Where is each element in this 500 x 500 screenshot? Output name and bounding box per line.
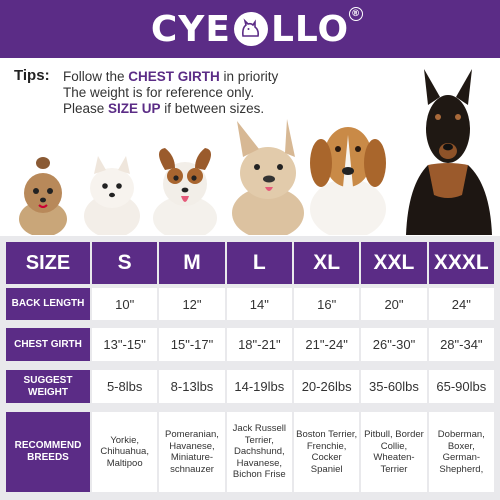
dog-lineup-image: [0, 60, 500, 235]
dog-cat-logo-icon: [233, 12, 268, 46]
size-s: S: [92, 242, 158, 284]
table-cell: Jack Russell Terrier, Dachshund, Havanes…: [226, 412, 292, 492]
table-cell: 20": [361, 288, 427, 320]
yorkie-dog-icon: [19, 157, 67, 235]
tips-label: Tips:: [14, 67, 50, 84]
table-cell: 18"-21": [226, 328, 292, 361]
table-cell: 15"-17": [159, 328, 225, 361]
tips-line-1-prefix: Follow the: [63, 69, 129, 84]
suggest-weight-row: SUGGEST WEIGHT 5-8lbs 8-13lbs 14-19lbs 2…: [6, 370, 494, 403]
tips-line-3-prefix: Please: [63, 101, 109, 116]
table-cell: Pomeranian, Havanese, Miniature-schnauze…: [159, 412, 225, 492]
tips-text: Follow the CHEST GIRTH in priority The w…: [63, 69, 363, 117]
table-cell: 28"-34": [428, 328, 494, 361]
table-cell: 35-60lbs: [361, 370, 427, 403]
size-up-highlight: SIZE UP: [108, 101, 161, 116]
brand-name-right: LLO: [270, 8, 350, 50]
doberman-dog-icon: [406, 69, 492, 235]
table-cell: 8-13lbs: [159, 370, 225, 403]
table-cell: 10": [92, 288, 158, 320]
brand-name-left: CYE: [150, 8, 231, 50]
beagle-dog-icon: [310, 127, 386, 235]
tips-line-3: Please SIZE UP if between sizes.: [63, 101, 363, 117]
table-cell: 12": [159, 288, 225, 320]
back-length-row: BACK LENGTH 10" 12" 14" 16" 20" 24": [6, 288, 494, 320]
back-length-label: BACK LENGTH: [6, 288, 90, 320]
french-bulldog-dog-icon: [232, 119, 304, 235]
size-header-row: SIZE S M L XL XXL XXXL: [6, 242, 494, 284]
table-cell: 5-8lbs: [92, 370, 158, 403]
recommend-breeds-row: RECOMMEND BREEDS Yorkie, Chihuahua, Malt…: [6, 412, 494, 492]
size-xl: XL: [293, 242, 360, 284]
table-cell: 14-19lbs: [226, 370, 292, 403]
brand-header: CYE LLO ®: [0, 0, 500, 58]
chest-girth-label: CHEST GIRTH: [6, 328, 90, 361]
table-cell: 13"-15": [92, 328, 158, 361]
table-cell: Doberman, Boxer, German-Shepherd,: [428, 412, 494, 492]
table-cell: Pitbull, Border Collie, Wheaten-Terrier: [361, 412, 427, 492]
tips-line-2: The weight is for reference only.: [63, 85, 255, 100]
tips-line-1: Follow the CHEST GIRTH in priority: [63, 69, 363, 85]
tips-line-3-suffix: if between sizes.: [160, 101, 265, 116]
size-chart-table: SIZE S M L XL XXL XXXL BACK LENGTH 10" 1…: [0, 236, 500, 500]
jack-russell-dog-icon: [153, 148, 217, 235]
brand-logo: CYE LLO ®: [150, 6, 364, 50]
table-cell: 65-90lbs: [428, 370, 494, 403]
size-xxl: XXL: [361, 242, 427, 284]
table-cell: 21"-24": [293, 328, 360, 361]
table-cell: 20-26lbs: [293, 370, 360, 403]
registered-mark: ®: [349, 6, 364, 21]
table-cell: Yorkie, Chihuahua, Maltipoo: [92, 412, 158, 492]
table-cell: 16": [293, 288, 360, 320]
tips-line-1-suffix: in priority: [219, 69, 279, 84]
size-header-label: SIZE: [6, 242, 90, 284]
size-m: M: [159, 242, 225, 284]
table-cell: 26"-30": [361, 328, 427, 361]
chest-girth-row: CHEST GIRTH 13"-15" 15"-17" 18"-21" 21"-…: [6, 328, 494, 361]
table-cell: 24": [428, 288, 494, 320]
table-cell: Boston Terrier, Frenchie, Cocker Spaniel: [293, 412, 360, 492]
table-cell: 14": [226, 288, 292, 320]
pomeranian-dog-icon: [84, 156, 140, 235]
size-xxxl: XXXL: [428, 242, 494, 284]
recommend-breeds-label: RECOMMEND BREEDS: [6, 412, 90, 492]
size-l: L: [226, 242, 292, 284]
suggest-weight-label: SUGGEST WEIGHT: [6, 370, 90, 403]
chest-girth-highlight: CHEST GIRTH: [128, 69, 220, 84]
